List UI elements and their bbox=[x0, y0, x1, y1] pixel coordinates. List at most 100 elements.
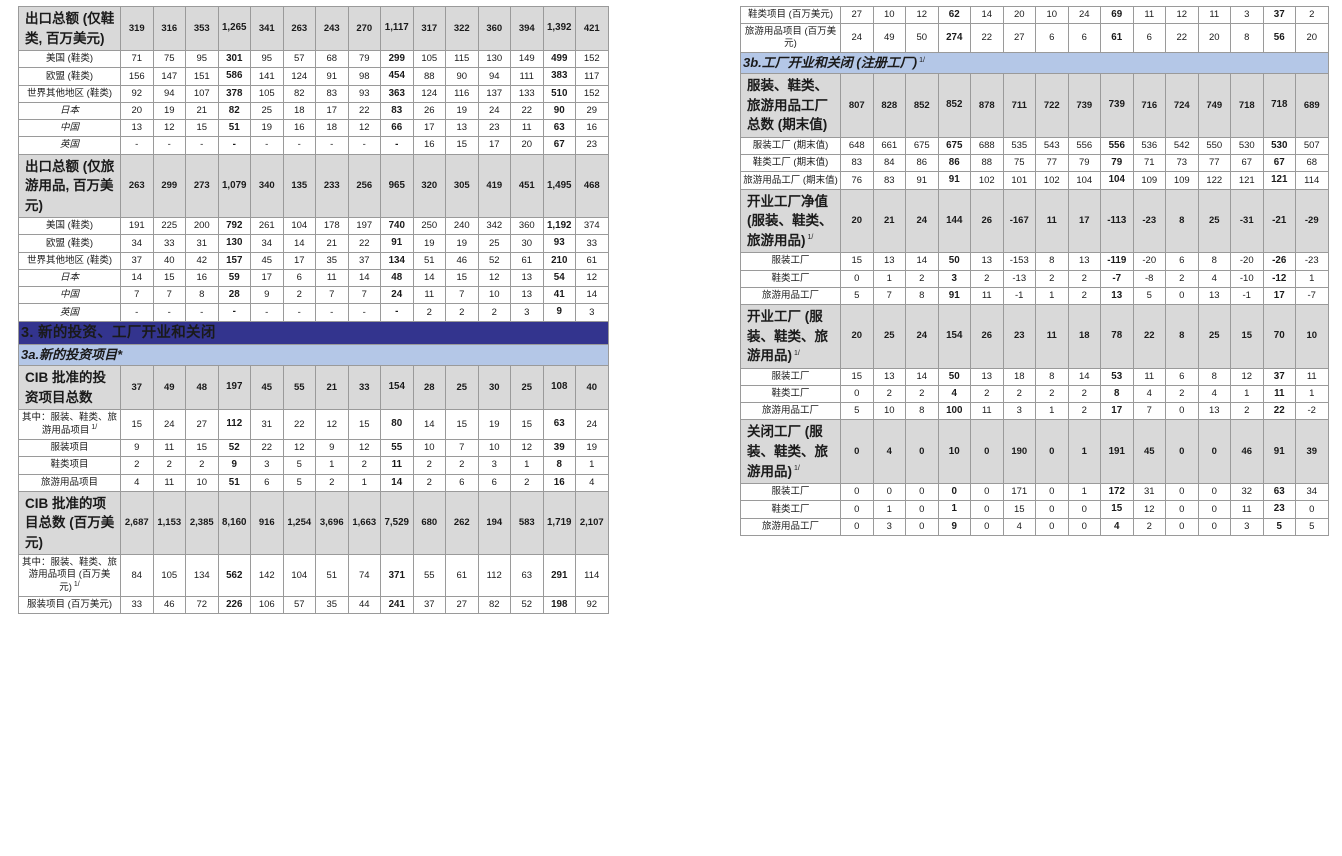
cell-cib-approved-value-total-c8: 1,663 bbox=[347, 490, 381, 556]
cell-travelgoods-export-total-c8: 256 bbox=[347, 153, 381, 219]
cell-apparel-factories-endperiod-c7: 543 bbox=[1035, 136, 1069, 156]
right-statistics-table: 鞋类项目 (百万美元) 27 10 12 62 14 20 10 24 69 11 12 11 3 37 2 旅… bbox=[740, 5, 1329, 536]
cell-cib-value-apparel-projects-c8: 44 bbox=[347, 596, 381, 615]
cell-cib-of-which-apparel-footwear-travel-c15: 24 bbox=[575, 409, 609, 441]
cell-closures-footwear-c10: 12 bbox=[1132, 500, 1166, 519]
cell-apparel-factories-endperiod-c15: 507 bbox=[1295, 136, 1329, 156]
table-row: 旅游用品项目 4 11 10 51 6 5 2 1 14 2 6 6 2 16 4 bbox=[18, 473, 609, 492]
cell-travelgoods-export-total-c4: 1,079 bbox=[217, 153, 251, 219]
cell-closures-footwear-c4: 1 bbox=[937, 500, 971, 519]
cell-travelgoods-usa-c13: 360 bbox=[510, 217, 544, 236]
row-label-travelgoods-japan: 日本 bbox=[18, 268, 121, 288]
cell-cib-apparel-projects-c4: 52 bbox=[217, 439, 251, 458]
cell-cib-value-footwear-projects-c6: 20 bbox=[1002, 5, 1036, 25]
cell-total-factories-endperiod-c12: 749 bbox=[1197, 73, 1231, 138]
cell-travelgoods-china-c12: 10 bbox=[477, 286, 511, 305]
cell-travelgoods-uk-c2: - bbox=[152, 303, 186, 322]
cell-footwear-usa-c4: 301 bbox=[217, 50, 251, 69]
cell-closures-footwear-c13: 11 bbox=[1230, 500, 1264, 519]
cell-footwear-usa-c11: 115 bbox=[445, 50, 479, 69]
cell-travelgoods-export-total-c5: 340 bbox=[250, 153, 284, 219]
cell-cib-apparel-projects-c12: 10 bbox=[477, 439, 511, 458]
cell-apparel-factories-endperiod-c8: 556 bbox=[1067, 136, 1101, 156]
row-label-factory-openings-total: 开业工厂 (服装、鞋类、旅游用品) 1/ bbox=[740, 304, 841, 369]
cell-footwear-uk-c6: - bbox=[282, 136, 316, 155]
table-row: 美国 (鞋类) 191 225 200 792 261 104 178 197 740 250 240… bbox=[18, 217, 609, 236]
cell-travelgoods-uk-c9: - bbox=[380, 303, 414, 322]
cell-openings-apparel-c2: 13 bbox=[872, 367, 906, 386]
cell-footwear-china-c3: 15 bbox=[185, 119, 219, 138]
cell-footwear-eu-c3: 151 bbox=[185, 67, 219, 86]
cell-cib-value-footwear-projects-c15: 2 bbox=[1295, 5, 1329, 25]
cell-footwear-uk-c1: - bbox=[120, 136, 154, 155]
cell-openings-travelgoods-c15: -2 bbox=[1295, 402, 1329, 421]
left-table-panel: 出口总额 (仅鞋类, 百万美元) 319 316 353 1,265 341 263 243 2… bbox=[18, 5, 609, 615]
cell-net-factory-openings-total-c15: -29 bbox=[1295, 188, 1329, 254]
cell-travelgoods-japan-c2: 15 bbox=[152, 268, 186, 288]
cell-cib-value-footwear-projects-c12: 11 bbox=[1197, 5, 1231, 25]
cell-cib-footwear-projects-c14: 8 bbox=[542, 456, 576, 475]
cell-openings-footwear-c8: 2 bbox=[1067, 384, 1101, 404]
row-label-cib-approved-projects-total: CIB 批准的投资项目总数 bbox=[18, 364, 121, 411]
cell-footwear-row-c11: 116 bbox=[445, 84, 479, 103]
cell-factory-openings-total-c2: 25 bbox=[872, 304, 906, 369]
cell-closures-apparel-c10: 31 bbox=[1132, 483, 1166, 502]
row-label-cib-apparel-projects: 服装项目 bbox=[18, 439, 121, 458]
cell-cib-value-of-which-apparel-footwear-travel-c15: 114 bbox=[575, 554, 609, 598]
row-label-cib-value-footwear-projects: 鞋类项目 (百万美元) bbox=[740, 5, 841, 25]
table-row: 关闭工厂 (服装、鞋类、旅游用品) 1/0 4 0 10 0 190 0 1 191 45 0 0 46 9… bbox=[740, 419, 1329, 485]
cell-net-openings-apparel-c6: -153 bbox=[1002, 252, 1036, 271]
row-label-cib-value-apparel-projects: 服装项目 (百万美元) bbox=[18, 596, 121, 615]
cell-footwear-row-c14: 510 bbox=[542, 84, 576, 103]
cell-openings-footwear-c11: 2 bbox=[1165, 384, 1199, 404]
cell-travelgoods-eu-c14: 93 bbox=[542, 234, 576, 253]
cell-net-factory-openings-total-c1: 20 bbox=[840, 188, 874, 254]
cell-net-openings-footwear-c14: -12 bbox=[1262, 269, 1296, 288]
cell-cib-approved-projects-total-c7: 21 bbox=[315, 364, 349, 411]
cell-footwear-uk-c4: - bbox=[217, 136, 251, 155]
row-label-openings-footwear: 鞋类工厂 bbox=[740, 384, 841, 404]
cell-net-openings-travelgoods-c14: 17 bbox=[1262, 286, 1296, 306]
cell-travelgoods-eu-c11: 19 bbox=[445, 234, 479, 253]
cell-footwear-factories-endperiod-c14: 67 bbox=[1262, 154, 1296, 173]
cell-factory-closures-total-c15: 39 bbox=[1295, 419, 1329, 485]
cell-openings-footwear-c7: 2 bbox=[1035, 384, 1069, 404]
cell-cib-travelgoods-projects-c13: 2 bbox=[510, 473, 544, 492]
cell-footwear-factories-endperiod-c8: 79 bbox=[1067, 154, 1101, 173]
cell-footwear-china-c7: 18 bbox=[315, 119, 349, 138]
cell-factory-closures-total-c1: 0 bbox=[840, 419, 874, 485]
table-row: 鞋类工厂 0 1 2 3 2 -13 2 2 -7 -8 2 4 -10 -12 1 bbox=[740, 269, 1329, 288]
cell-cib-footwear-projects-c11: 2 bbox=[445, 456, 479, 475]
row-label-cib-value-travelgoods-projects: 旅游用品项目 (百万美元) bbox=[740, 23, 841, 53]
cell-net-openings-footwear-c8: 2 bbox=[1067, 269, 1101, 288]
cell-cib-of-which-apparel-footwear-travel-c12: 19 bbox=[477, 409, 511, 441]
subsection-banner-row: 3a.新的投资项目* bbox=[18, 343, 609, 367]
cell-openings-travelgoods-c1: 5 bbox=[840, 402, 874, 421]
cell-apparel-factories-endperiod-c6: 535 bbox=[1002, 136, 1036, 156]
row-label-cib-of-which-apparel-footwear-travel: 其中：服装、鞋类、旅游用品项目 1/ bbox=[18, 409, 121, 441]
cell-travelgoods-japan-c5: 17 bbox=[250, 268, 284, 288]
row-label-travelgoods-china: 中国 bbox=[18, 286, 121, 305]
cell-travelgoods-row-c3: 42 bbox=[185, 251, 219, 270]
cell-openings-apparel-c9: 53 bbox=[1100, 367, 1134, 386]
cell-cib-approved-projects-total-c11: 25 bbox=[445, 364, 479, 411]
cell-footwear-china-c13: 11 bbox=[510, 119, 544, 138]
cell-footwear-row-c3: 107 bbox=[185, 84, 219, 103]
cell-net-openings-footwear-c9: -7 bbox=[1100, 269, 1134, 288]
cell-closures-travelgoods-c6: 4 bbox=[1002, 517, 1036, 536]
cell-cib-footwear-projects-c3: 2 bbox=[185, 456, 219, 475]
cell-net-openings-footwear-c11: 2 bbox=[1165, 269, 1199, 288]
cell-cib-value-apparel-projects-c9: 241 bbox=[380, 596, 414, 615]
cell-closures-footwear-c5: 0 bbox=[970, 500, 1004, 519]
cell-travelgoods-uk-c7: - bbox=[315, 303, 349, 322]
table-row: 服装项目 9 11 15 52 22 12 9 12 55 10 7 10 12 39 19 bbox=[18, 439, 609, 458]
cell-cib-approved-projects-total-c2: 49 bbox=[152, 364, 186, 411]
cell-apparel-factories-endperiod-c13: 530 bbox=[1230, 136, 1264, 156]
cell-travelgoods-export-total-c11: 305 bbox=[445, 153, 479, 219]
cell-closures-footwear-c7: 0 bbox=[1035, 500, 1069, 519]
cell-cib-travelgoods-projects-c3: 10 bbox=[185, 473, 219, 492]
cell-footwear-japan-c8: 22 bbox=[347, 101, 381, 121]
cell-factory-openings-total-c11: 8 bbox=[1165, 304, 1199, 369]
cell-cib-value-of-which-apparel-footwear-travel-c9: 371 bbox=[380, 554, 414, 598]
cell-travelgoods-eu-c12: 25 bbox=[477, 234, 511, 253]
